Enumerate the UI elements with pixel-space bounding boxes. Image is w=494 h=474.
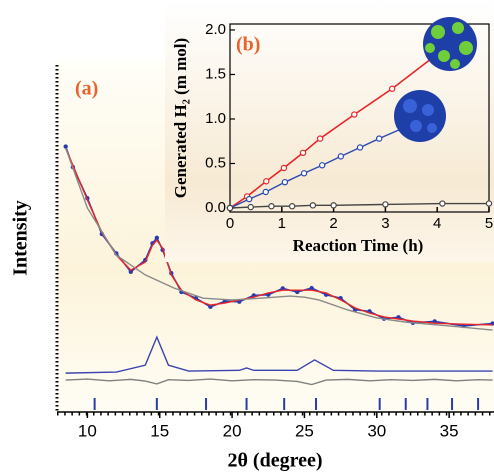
x-tick-label: 0 xyxy=(226,215,234,232)
data-point xyxy=(63,144,68,149)
data-point xyxy=(382,201,389,208)
x-tick-label: 35 xyxy=(440,421,459,440)
data-point xyxy=(439,200,446,207)
x-tick-label: 5 xyxy=(485,215,493,232)
data-point xyxy=(288,203,296,210)
data-point xyxy=(337,153,345,160)
y-tick-label: 1.0 xyxy=(205,110,226,127)
y-tick-label: 0.0 xyxy=(205,199,226,216)
y-axis-label: Generated H₂ (m mol) xyxy=(171,38,190,198)
cluster-blue xyxy=(394,90,446,142)
x-tick-label: 15 xyxy=(150,421,169,440)
y-axis-label: Intensity xyxy=(10,200,32,276)
data-point xyxy=(226,204,234,212)
data-line xyxy=(229,124,411,209)
data-point xyxy=(154,235,160,241)
data-point xyxy=(351,111,358,118)
data-line xyxy=(65,378,493,386)
panel-label: (b) xyxy=(236,34,260,56)
data-line xyxy=(65,335,493,374)
data-point xyxy=(268,203,275,210)
x-tick-label: 3 xyxy=(381,215,389,232)
data-line xyxy=(65,148,493,331)
x-tick-label: 1 xyxy=(278,215,286,232)
data-point xyxy=(245,195,253,203)
data-point xyxy=(281,178,289,186)
y-tick-label: 1.5 xyxy=(205,65,226,82)
data-point xyxy=(356,144,364,151)
x-axis-label: 2θ (degree) xyxy=(227,450,322,472)
data-point xyxy=(485,200,493,207)
data-point xyxy=(330,202,337,209)
x-axis-label: Reaction Time (h) xyxy=(293,236,424,255)
data-point xyxy=(299,149,307,157)
data-point xyxy=(319,162,326,169)
cluster-green xyxy=(423,17,477,71)
data-point xyxy=(247,203,254,211)
x-tick-label: 4 xyxy=(433,215,441,232)
panel-b: 0 1 2 3 4 5 0.0 0.5 1.0 1.5 2.0 (b) Reaction Time (h… xyxy=(171,21,493,255)
data-point xyxy=(375,135,383,142)
plot-frame xyxy=(229,23,490,213)
x-tick-label: 30 xyxy=(367,421,386,440)
x-tick-label: 25 xyxy=(295,421,314,440)
data-point xyxy=(280,164,288,172)
data-point xyxy=(309,285,314,291)
data-point xyxy=(388,85,396,92)
x-tick-label: 20 xyxy=(223,421,242,440)
data-point xyxy=(263,178,270,185)
panel-label: (a) xyxy=(75,78,98,100)
y-tick-label: 2.0 xyxy=(205,21,226,38)
data-point xyxy=(262,188,269,196)
data-point xyxy=(309,202,317,209)
x-tick-label: 2 xyxy=(329,215,337,232)
data-point xyxy=(316,135,324,142)
data-point xyxy=(300,170,308,177)
panel-a: 10 15 20 25 30 35(a)2θ (degree)Intensity xyxy=(10,65,494,472)
x-tick-label: 10 xyxy=(78,421,97,440)
y-tick-label: 0.5 xyxy=(205,154,226,171)
